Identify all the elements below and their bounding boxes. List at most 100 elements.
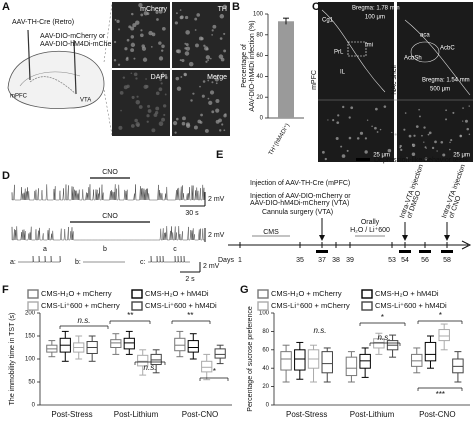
y-axis-label: Percentage of bbox=[241, 44, 248, 88]
cell bbox=[126, 56, 129, 60]
cell bbox=[442, 153, 446, 157]
region-label: mPFC bbox=[10, 94, 28, 100]
box bbox=[373, 338, 385, 349]
cell bbox=[209, 57, 212, 60]
cell bbox=[119, 91, 124, 95]
legend-label: CMS-H₂O + mCherry bbox=[271, 289, 342, 298]
legend-label: CMS-Li⁺600 + hM4Di bbox=[145, 301, 217, 310]
cell bbox=[211, 29, 214, 32]
cell bbox=[140, 13, 144, 17]
drug-label: CNO bbox=[102, 213, 118, 220]
cell bbox=[445, 118, 448, 121]
cell bbox=[160, 82, 163, 85]
x-tick-label: Post-Stress bbox=[51, 410, 92, 419]
cell bbox=[211, 34, 213, 36]
cell bbox=[140, 29, 143, 32]
y-tick-label: 50 bbox=[28, 380, 35, 386]
panel-letter: G bbox=[240, 284, 249, 296]
inset-trace bbox=[148, 255, 190, 263]
zoom-box bbox=[347, 41, 367, 57]
box bbox=[280, 351, 292, 371]
cell bbox=[184, 47, 187, 50]
cell bbox=[394, 133, 397, 136]
cell bbox=[155, 10, 159, 14]
cell bbox=[158, 87, 163, 92]
day-label: 1 bbox=[238, 257, 242, 264]
cell bbox=[126, 38, 130, 42]
cell bbox=[184, 51, 190, 56]
cell bbox=[202, 80, 206, 83]
image-label: Merge bbox=[207, 74, 227, 81]
box bbox=[294, 349, 306, 371]
legend-swatch bbox=[27, 289, 39, 299]
mpfc-image bbox=[318, 2, 394, 162]
cell bbox=[162, 104, 167, 108]
significance: n.s. bbox=[378, 333, 391, 342]
atlas-outline bbox=[321, 9, 386, 93]
cell bbox=[466, 127, 470, 131]
cell bbox=[161, 26, 166, 31]
box bbox=[187, 340, 199, 353]
cell bbox=[161, 72, 164, 75]
cell bbox=[200, 113, 203, 117]
cell bbox=[151, 32, 156, 37]
x-tick-label: Post-Lithium bbox=[350, 410, 395, 419]
cell bbox=[374, 126, 377, 130]
cell bbox=[421, 134, 423, 137]
y-tick-label: 60 bbox=[256, 53, 263, 59]
significance: n.s. bbox=[78, 316, 91, 325]
cell bbox=[130, 72, 133, 75]
cell bbox=[130, 48, 135, 53]
cell bbox=[151, 128, 156, 133]
event-label: Injection of AAV-DIO-mCherry or bbox=[250, 193, 351, 200]
cell bbox=[205, 60, 208, 63]
inset-label: b: bbox=[75, 259, 81, 266]
y-tick-label: 100 bbox=[259, 311, 270, 317]
cell bbox=[219, 14, 225, 19]
cell bbox=[130, 26, 135, 31]
cell bbox=[114, 18, 117, 21]
cell bbox=[194, 29, 197, 31]
cell bbox=[348, 136, 352, 140]
cell bbox=[215, 119, 220, 124]
cell bbox=[193, 125, 198, 130]
box bbox=[321, 351, 333, 374]
day-label: 58 bbox=[443, 257, 451, 264]
cell bbox=[126, 84, 130, 89]
region-label: NAc shell bbox=[391, 65, 398, 95]
x-tick-label: Post-CNO bbox=[419, 410, 455, 419]
atlas-label: AcbC bbox=[440, 46, 455, 52]
cell bbox=[116, 19, 120, 24]
x-tick-label: TH⁺(hM4Di⁺) bbox=[267, 122, 291, 156]
drug-label: CNO bbox=[102, 169, 118, 176]
cell bbox=[332, 119, 335, 122]
cell bbox=[366, 119, 369, 121]
y-tick-label: 150 bbox=[25, 334, 36, 340]
cell bbox=[164, 93, 167, 96]
cell bbox=[196, 13, 201, 17]
cell bbox=[403, 128, 406, 131]
cell bbox=[220, 57, 225, 62]
cell bbox=[138, 105, 143, 109]
legend-label: CMS-H₂O + mCherry bbox=[41, 289, 112, 298]
cell bbox=[117, 63, 121, 66]
virus-label: AAV-DIO-hM4Di-mCherry bbox=[40, 41, 120, 48]
legend-label: Depression-like behavior tests bbox=[374, 157, 468, 164]
cell bbox=[183, 72, 187, 77]
cell bbox=[130, 42, 136, 48]
cell bbox=[174, 21, 178, 25]
cell bbox=[118, 28, 121, 31]
cell bbox=[136, 95, 139, 98]
cell bbox=[406, 157, 408, 160]
cell bbox=[176, 12, 178, 15]
virus-label: AAV-TH-Cre (Retro) bbox=[12, 19, 74, 26]
y-tick-label: 100 bbox=[25, 357, 36, 363]
cell bbox=[194, 17, 198, 21]
spike-trace bbox=[11, 226, 205, 241]
bregma: Bregma: 1.54 mm bbox=[422, 78, 470, 84]
panel-letter: D bbox=[2, 170, 10, 182]
cell bbox=[219, 37, 223, 40]
cell bbox=[207, 97, 210, 100]
timeline bbox=[228, 158, 472, 253]
cell bbox=[199, 85, 201, 88]
